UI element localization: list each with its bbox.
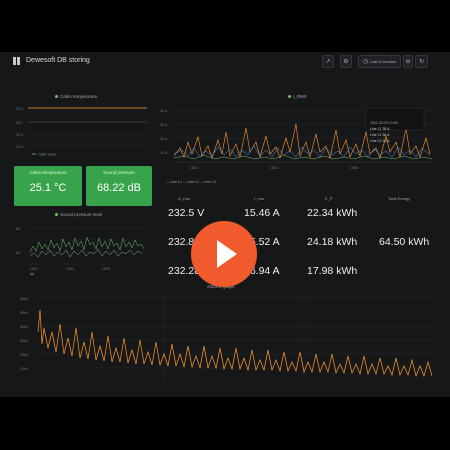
col-header-total-energy: Total Energy bbox=[388, 196, 411, 201]
svg-text:60e3: 60e3 bbox=[20, 297, 28, 301]
settings-icon[interactable]: ⚙ bbox=[340, 55, 352, 68]
svg-text:20 A: 20 A bbox=[160, 137, 168, 141]
value-cell: 232.5 V bbox=[168, 207, 205, 219]
svg-text:80: 80 bbox=[16, 227, 20, 231]
tooltip-row: Line L1 35 A bbox=[370, 127, 390, 131]
stat-temperature-title: Cabin temperature bbox=[29, 170, 67, 175]
svg-text:25.2: 25.2 bbox=[16, 107, 23, 111]
dashboard-title[interactable]: Dewesoft DB storing bbox=[26, 57, 90, 64]
tooltip-row: Line L3 18 A bbox=[370, 139, 390, 143]
svg-text:24.9: 24.9 bbox=[16, 145, 23, 149]
svg-text:60: 60 bbox=[16, 251, 20, 255]
dashboard-grid-icon[interactable] bbox=[13, 57, 21, 65]
svg-text:30 A: 30 A bbox=[160, 123, 168, 127]
svg-text:10 A: 10 A bbox=[160, 151, 168, 155]
svg-text:15:56: 15:56 bbox=[102, 267, 110, 271]
stat-temperature[interactable]: Cabin temperature 25.1 °C bbox=[14, 166, 82, 206]
svg-text:40 A: 40 A bbox=[160, 109, 168, 113]
status-icon bbox=[55, 95, 58, 99]
clock-icon: ◷ bbox=[362, 59, 369, 65]
svg-text:50e3: 50e3 bbox=[20, 311, 28, 315]
col-header-irms: I_rms bbox=[254, 196, 264, 201]
svg-text:15:52: 15:52 bbox=[30, 267, 38, 271]
total-energy-value: 64.50 kWh bbox=[379, 236, 430, 248]
col-header-urms: U_rms bbox=[178, 196, 190, 201]
svg-text:30e3: 30e3 bbox=[20, 339, 28, 343]
refresh-icon[interactable]: ↻ bbox=[415, 55, 428, 68]
fft-chart[interactable]: 60e3 50e3 40e3 30e3 20e3 10e3 bbox=[14, 292, 436, 392]
sound-chart[interactable]: 80 60 15:52 15:54 15:56 bbox=[14, 220, 149, 276]
value-cell: 24.18 kWh bbox=[307, 236, 358, 248]
stat-sound[interactable]: Sound pressure 68.22 dB bbox=[86, 166, 152, 206]
stat-sound-value: 68.22 dB bbox=[96, 182, 142, 194]
svg-text:Cabin temp: Cabin temp bbox=[38, 153, 56, 157]
stat-temperature-value: 25.1 °C bbox=[29, 182, 67, 194]
time-range-picker[interactable]: ◷ Last 5 minutes bbox=[358, 55, 401, 68]
stat-sound-title: Sound pressure bbox=[103, 170, 135, 175]
current-chart[interactable]: 40 A 30 A 20 A 10 A 15:52 15:54 15:56 bbox=[160, 102, 435, 172]
status-icon bbox=[55, 213, 58, 217]
zoom-out-icon[interactable]: ⊖ bbox=[403, 55, 413, 68]
svg-text:25.1: 25.1 bbox=[16, 121, 23, 125]
svg-text:25.0: 25.0 bbox=[16, 133, 23, 137]
tooltip-row: Line L2 36 A bbox=[370, 133, 390, 137]
svg-text:15:56: 15:56 bbox=[350, 166, 358, 170]
tooltip-time: 2021-03-29 15:56 bbox=[370, 121, 398, 125]
status-icon bbox=[288, 95, 291, 99]
share-icon[interactable]: ↗ bbox=[322, 55, 334, 68]
time-range-label: Last 5 minutes bbox=[370, 59, 397, 64]
current-chart-title: I_RMS bbox=[288, 94, 307, 99]
col-header-ep: E_P bbox=[325, 196, 333, 201]
value-cell: 15.46 A bbox=[244, 207, 280, 219]
svg-text:40e3: 40e3 bbox=[20, 325, 28, 329]
temp-chart-title: Cabin temperature bbox=[55, 94, 97, 99]
sound-chart-title: Sound pressure level bbox=[55, 212, 102, 217]
value-cell: 22.34 kWh bbox=[307, 207, 358, 219]
top-bar: Dewesoft DB storing ↗ ⚙ ◷ Last 5 minutes… bbox=[0, 52, 450, 72]
current-legend: — Line L1 — Line L2 — Line L3 bbox=[166, 180, 216, 184]
svg-text:15:54: 15:54 bbox=[66, 267, 74, 271]
play-icon[interactable] bbox=[191, 221, 257, 287]
temp-chart[interactable]: 25.2 25.1 25.0 24.9 Cabin temp bbox=[14, 102, 149, 157]
svg-text:20e3: 20e3 bbox=[20, 353, 28, 357]
dashboard: Dewesoft DB storing ↗ ⚙ ◷ Last 5 minutes… bbox=[0, 52, 450, 397]
value-cell: 17.98 kWh bbox=[307, 265, 358, 277]
svg-text:15:52: 15:52 bbox=[190, 166, 198, 170]
svg-text:10e3: 10e3 bbox=[20, 367, 28, 371]
svg-text:15:54: 15:54 bbox=[270, 166, 278, 170]
